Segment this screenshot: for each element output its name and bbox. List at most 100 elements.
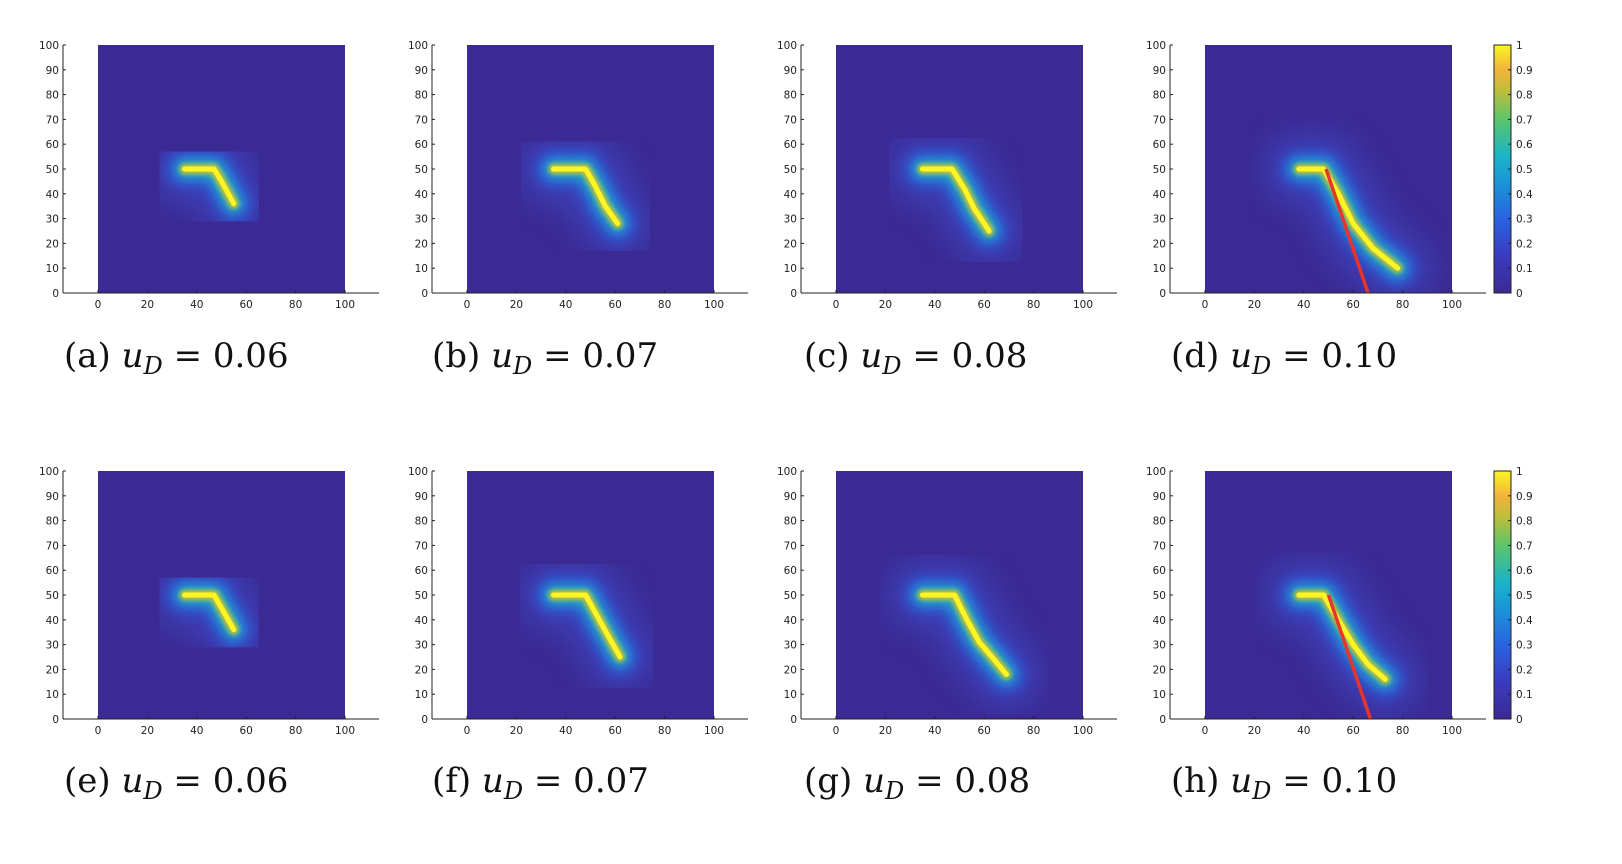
x-tick-label: 80 <box>1027 725 1040 737</box>
y-tick-label: 40 <box>46 615 59 627</box>
x-tick-label: 60 <box>1347 299 1360 311</box>
y-tick-label: 80 <box>415 516 428 528</box>
y-tick-label: 50 <box>46 590 59 602</box>
caption-value: = 0.08 <box>904 761 1030 801</box>
caption-subscript: D <box>512 352 532 380</box>
x-tick-label: 0 <box>1202 725 1209 737</box>
x-tick-label: 40 <box>559 725 572 737</box>
y-tick-label: 80 <box>46 90 59 102</box>
heatmap-field <box>467 471 714 719</box>
caption-label: (a) <box>64 336 122 376</box>
x-tick-label: 40 <box>190 725 203 737</box>
caption-label: (e) <box>64 761 121 801</box>
heatmap-field <box>98 471 345 719</box>
y-tick-label: 30 <box>1153 214 1166 226</box>
colorbar-tick-label: 0.1 <box>1516 263 1533 275</box>
x-tick-label: 80 <box>1396 299 1409 311</box>
x-tick-label: 20 <box>879 725 892 737</box>
y-tick-label: 50 <box>415 590 428 602</box>
y-tick-label: 20 <box>1153 238 1166 250</box>
y-tick-label: 40 <box>1153 189 1166 201</box>
caption-value: = 0.06 <box>163 336 289 376</box>
colorbar-tick-label: 0.2 <box>1516 238 1533 250</box>
x-tick-label: 100 <box>1442 725 1462 737</box>
y-tick-label: 0 <box>52 288 59 300</box>
colorbar-tick-label: 1 <box>1516 40 1523 52</box>
y-tick-label: 10 <box>46 689 59 701</box>
caption-value: = 0.06 <box>163 761 289 801</box>
x-tick-label: 80 <box>1396 725 1409 737</box>
y-tick-label: 30 <box>1153 640 1166 652</box>
colorbar-tick-label: 0 <box>1516 714 1523 726</box>
y-tick-label: 80 <box>1153 90 1166 102</box>
colorbar-tick-label: 0.4 <box>1516 615 1533 627</box>
colorbar-tick-label: 0.2 <box>1516 664 1533 676</box>
y-tick-label: 90 <box>784 491 797 503</box>
caption-variable: u <box>1230 336 1252 376</box>
colorbar-tick-label: 0.7 <box>1516 540 1533 552</box>
caption-subscript: D <box>503 777 523 805</box>
y-tick-label: 50 <box>415 164 428 176</box>
y-tick-label: 0 <box>421 288 428 300</box>
y-tick-label: 10 <box>784 263 797 275</box>
y-tick-label: 10 <box>415 689 428 701</box>
caption-label: (b) <box>432 336 491 376</box>
x-tick-label: 40 <box>928 725 941 737</box>
y-tick-label: 90 <box>784 65 797 77</box>
reference-line <box>1324 168 1370 294</box>
x-tick-label: 40 <box>928 299 941 311</box>
x-tick-label: 40 <box>190 299 203 311</box>
y-tick-label: 90 <box>1153 65 1166 77</box>
x-tick-label: 80 <box>1027 299 1040 311</box>
x-tick-label: 100 <box>335 299 355 311</box>
colorbar-tick-label: 1 <box>1516 466 1523 478</box>
y-tick-label: 60 <box>1153 565 1166 577</box>
panel-b: 0 20 40 60 80 100 0 10 20 30 40 50 60 70 80 90 100 (b) uD… <box>408 40 748 380</box>
y-tick-label: 30 <box>784 214 797 226</box>
panel-e: 0 20 40 60 80 100 0 10 20 30 40 50 60 70 80 90 100 (e) uD… <box>39 466 379 805</box>
heatmap-field <box>836 471 1083 719</box>
x-tick-label: 80 <box>658 299 671 311</box>
y-tick-label: 80 <box>1153 516 1166 528</box>
y-tick-label: 30 <box>784 640 797 652</box>
y-tick-label: 40 <box>46 189 59 201</box>
x-tick-label: 60 <box>609 725 622 737</box>
caption-variable: u <box>482 761 504 801</box>
colorbar-tick-label: 0 <box>1516 288 1523 300</box>
y-tick-label: 20 <box>784 664 797 676</box>
x-tick-label: 20 <box>1248 299 1261 311</box>
y-tick-label: 50 <box>784 590 797 602</box>
y-tick-label: 70 <box>784 540 797 552</box>
x-tick-label: 100 <box>704 725 724 737</box>
subfigure-caption: (a) uD = 0.06 <box>64 336 289 380</box>
caption-subscript: D <box>1251 777 1271 805</box>
y-tick-label: 80 <box>784 90 797 102</box>
heatmap-field <box>1205 471 1452 719</box>
colorbar: 0 0.1 0.2 0.3 0.4 0.5 0.6 0.7 0.8 0.9 1 <box>1493 40 1533 300</box>
colorbar-tick-label: 0.1 <box>1516 689 1533 701</box>
x-tick-label: 0 <box>95 725 102 737</box>
y-tick-label: 100 <box>777 466 797 478</box>
caption-subscript: D <box>881 352 901 380</box>
y-tick-label: 90 <box>46 491 59 503</box>
caption-value: = 0.10 <box>1271 336 1397 376</box>
y-tick-label: 50 <box>46 164 59 176</box>
subfigure-caption: (h) uD = 0.10 <box>1171 761 1397 805</box>
subfigure-caption: (g) uD = 0.08 <box>804 761 1030 805</box>
x-tick-label: 0 <box>1202 299 1209 311</box>
y-tick-label: 90 <box>1153 491 1166 503</box>
y-tick-label: 70 <box>1153 540 1166 552</box>
heatmap-field <box>836 45 1083 293</box>
x-tick-label: 40 <box>1297 725 1310 737</box>
subfigure-caption: (c) uD = 0.08 <box>804 336 1027 380</box>
y-tick-label: 30 <box>46 214 59 226</box>
y-tick-label: 60 <box>415 565 428 577</box>
y-tick-label: 40 <box>1153 615 1166 627</box>
y-tick-label: 0 <box>790 288 797 300</box>
y-tick-label: 90 <box>415 65 428 77</box>
y-tick-label: 100 <box>39 466 59 478</box>
caption-subscript: D <box>142 777 162 805</box>
x-tick-label: 100 <box>1073 725 1093 737</box>
